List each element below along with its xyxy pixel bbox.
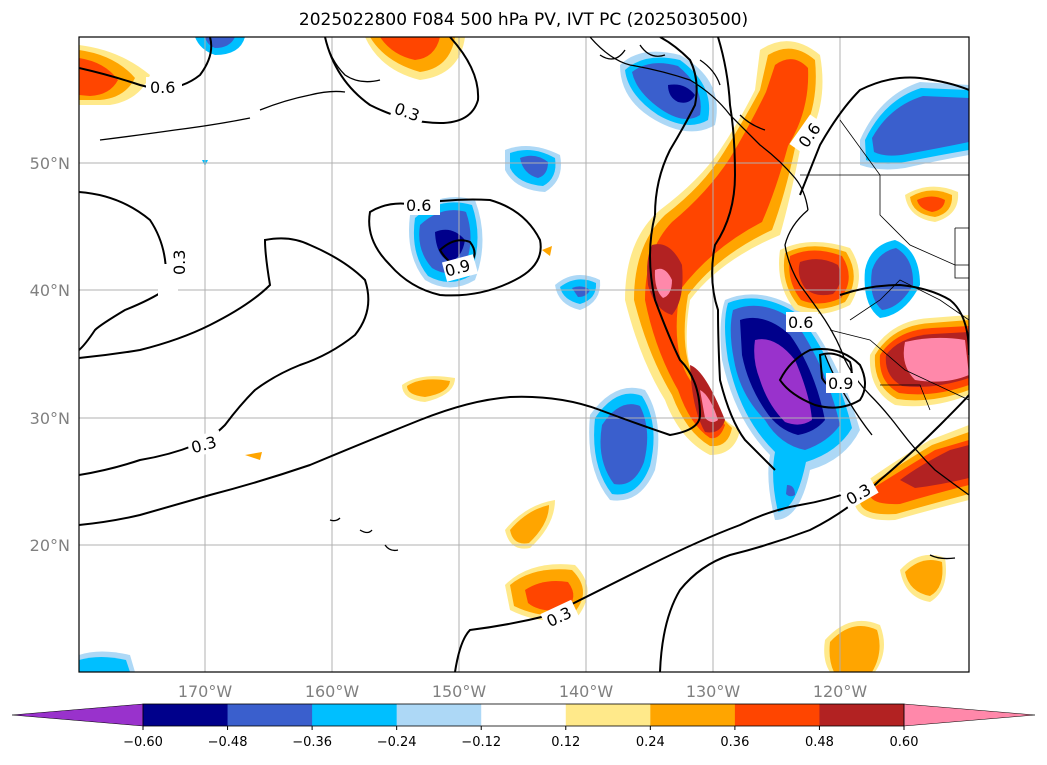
graticule [79,37,969,672]
colorbar-cell [227,704,313,726]
colorbar-cell [481,704,567,726]
lat-label-50n: 50°N [30,154,70,173]
lon-label-150w: 150°W [432,682,487,701]
contour-label-2: 0.6 [406,196,431,215]
colorbar-cell [565,704,651,726]
colorbar-tick-label: −0.48 [208,735,248,750]
contour-label-8: 0.3 [189,432,219,457]
lat-label-30n: 30°N [30,409,70,428]
map-frame [78,36,970,673]
map-title: 2025022800 F084 500 hPa PV, IVT PC (2025… [298,10,749,30]
colorbar-tick-label: 0.12 [551,735,580,750]
colorbar-extend-right [903,703,1036,727]
colorbar-tick-label: −0.60 [123,735,163,750]
colorbar-tick-label: −0.24 [377,735,417,750]
colorbar-tick-label: 0.36 [720,735,749,750]
lon-label-120w: 120°W [813,682,868,701]
colorbar-cell [650,704,736,726]
colorbar-cell [143,704,229,726]
colorbar-cells [143,704,905,726]
colorbar-cell [734,704,820,726]
colorbar-cell [312,704,398,726]
contour-label-0: 0.6 [150,78,175,97]
contour-label-6: 0.6 [788,313,813,332]
longitude-labels: 170°W 160°W 150°W 140°W 130°W 120°W [178,682,868,701]
colorbar-tick-label: −0.12 [461,735,501,750]
lon-label-140w: 140°W [559,682,614,701]
lat-label-40n: 40°N [30,281,70,300]
lon-label-130w: 130°W [686,682,741,701]
colorbar-tick-label: 0.60 [890,735,919,750]
colorbar-ticks: −0.60 −0.48 −0.36 −0.24 −0.12 0.12 0.24 0.36 0.4… [123,726,918,750]
colorbar-extend-left [11,703,144,727]
lon-label-170w: 170°W [178,682,233,701]
lat-label-20n: 20°N [30,536,70,555]
colorbar-tick-label: 0.24 [636,735,665,750]
lon-label-160w: 160°W [305,682,360,701]
political-borders [800,119,969,411]
colorbar-tick-label: 0.48 [805,735,834,750]
colorbar-tick-label: −0.36 [292,735,332,750]
pv-shading [79,37,969,672]
colorbar: −0.60 −0.48 −0.36 −0.24 −0.12 0.12 0.24 0.36 0.4… [11,703,1036,750]
contour-label-7: 0.9 [828,374,853,393]
coastlines [99,37,969,560]
colorbar-cell [819,704,905,726]
colorbar-cell [396,704,482,726]
contour-label-4: 0.3 [170,250,189,275]
latitude-labels: 50°N 40°N 30°N 20°N [30,154,70,555]
